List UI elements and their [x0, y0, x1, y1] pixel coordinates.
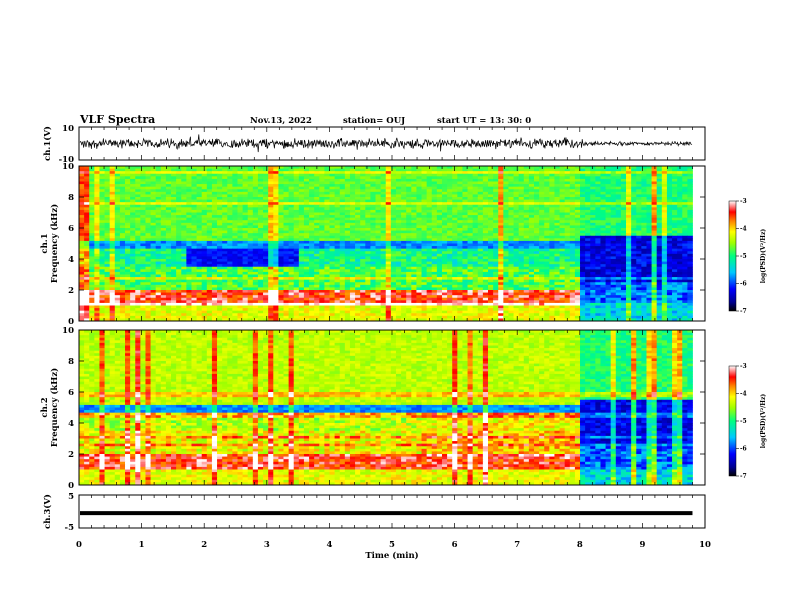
ch3-ytick-bottom: -5: [65, 523, 75, 533]
spectrogram-ch1-ytick-8: 8: [68, 193, 74, 203]
spectrogram-ch1-ylabel-frequency: Frequency (kHz): [49, 204, 60, 283]
colorbar-ch1-tick--5: -5: [740, 253, 747, 260]
x-tick-label-5: 5: [389, 540, 395, 550]
colorbar-ch1: -3 -4 -5 -6 -7 log(PSD)(V²/Hz): [728, 198, 767, 315]
x-tick-marks: [78, 127, 706, 528]
x-tick-label-3: 3: [264, 540, 270, 550]
colorbar-ch2-tick--7: -7: [740, 473, 747, 480]
colorbar-ch2-label: log(PSD)(V²/Hz): [760, 394, 767, 449]
spectrogram-ch1-ytick-2: 2: [68, 286, 74, 296]
x-tick-labels: 0 1 2 3 4 5 6 7 8 9 10: [76, 540, 711, 550]
x-tick-label-1: 1: [139, 540, 145, 550]
colorbar-ch2-tick--5: -5: [740, 418, 747, 425]
spectrogram-ch1-image: [79, 166, 693, 322]
x-axis-label: Time (min): [365, 550, 418, 561]
ch3-ytick-top: 5: [68, 492, 74, 502]
spectrogram-ch2-ytick-0: 0: [68, 481, 74, 491]
figure-title: VLF Spectra: [79, 113, 155, 126]
spectrogram-ch2-yticks: 0 2 4 6 8 10: [62, 326, 705, 491]
spectrogram-ch2-image: [79, 330, 693, 486]
station-label: station= OUJ: [343, 116, 405, 126]
colorbar-ch1-tick--6: -6: [740, 281, 747, 288]
spectrogram-ch1-ytick-10: 10: [62, 162, 74, 172]
x-tick-label-7: 7: [514, 540, 520, 550]
spectrogram-ch2-ytick-10: 10: [62, 326, 74, 336]
x-tick-label-10: 10: [699, 540, 711, 550]
panel-spectrogram-ch2: 0 2 4 6 8 10 ch.2 Frequency (kHz): [40, 326, 706, 491]
ch1-ytick-bottom: -10: [59, 155, 74, 165]
start-time-label: start UT = 13: 30: 0: [437, 116, 531, 126]
x-tick-label-8: 8: [577, 540, 583, 550]
ch1-ytick-top: 10: [62, 124, 74, 134]
spectrogram-ch2-ytick-4: 4: [68, 419, 74, 429]
spectrogram-ch2-ytick-8: 8: [68, 357, 74, 367]
waveform-ch1-trace: [79, 134, 693, 153]
colorbar-ch2-tick--3: -3: [740, 363, 747, 370]
spectrogram-ch1-ylabel-channel: ch.1: [40, 233, 50, 253]
spectrogram-ch1-ytick-4: 4: [68, 255, 74, 265]
colorbar-ch1-tick--3: -3: [740, 198, 747, 205]
spectrogram-ch1-yticks: 0 2 4 6 8 10: [62, 162, 705, 327]
spectrogram-ch2-ylabel-channel: ch.2: [40, 397, 50, 417]
colorbar-ch1-tick--4: -4: [740, 226, 747, 233]
colorbar-ch1-ticks: -3 -4 -5 -6 -7: [736, 198, 747, 315]
x-tick-label-9: 9: [639, 540, 645, 550]
x-tick-label-4: 4: [326, 540, 332, 550]
colorbar-ch2-tick--6: -6: [740, 446, 747, 453]
colorbar-ch1-tick--7: -7: [740, 308, 747, 315]
spectrogram-ch1-ytick-6: 6: [68, 224, 74, 234]
spectrogram-ch2-ytick-6: 6: [68, 388, 74, 398]
spectrogram-ch2-ytick-2: 2: [68, 450, 74, 460]
x-tick-label-0: 0: [76, 540, 82, 550]
colorbar-ch1-label: log(PSD)(V²/Hz): [760, 229, 767, 284]
ch1-ylabel: ch.1(V): [42, 126, 53, 161]
colorbar-ch2-tick--4: -4: [740, 391, 747, 398]
date-label: Nov.13, 2022: [250, 116, 312, 126]
x-tick-label-2: 2: [201, 540, 207, 550]
x-tick-label-6: 6: [452, 540, 458, 550]
colorbar-ch2-ticks: -3 -4 -5 -6 -7: [736, 363, 747, 480]
colorbar-ch2: -3 -4 -5 -6 -7 log(PSD)(V²/Hz): [728, 363, 767, 480]
spectrogram-ch1-ytick-0: 0: [68, 317, 74, 327]
panel-spectrogram-ch1: 0 2 4 6 8 10 ch.1 Frequency (kHz): [40, 162, 706, 327]
ch3-ylabel: ch.3(V): [42, 494, 53, 529]
spectrogram-ch2-ylabel-frequency: Frequency (kHz): [49, 368, 60, 447]
